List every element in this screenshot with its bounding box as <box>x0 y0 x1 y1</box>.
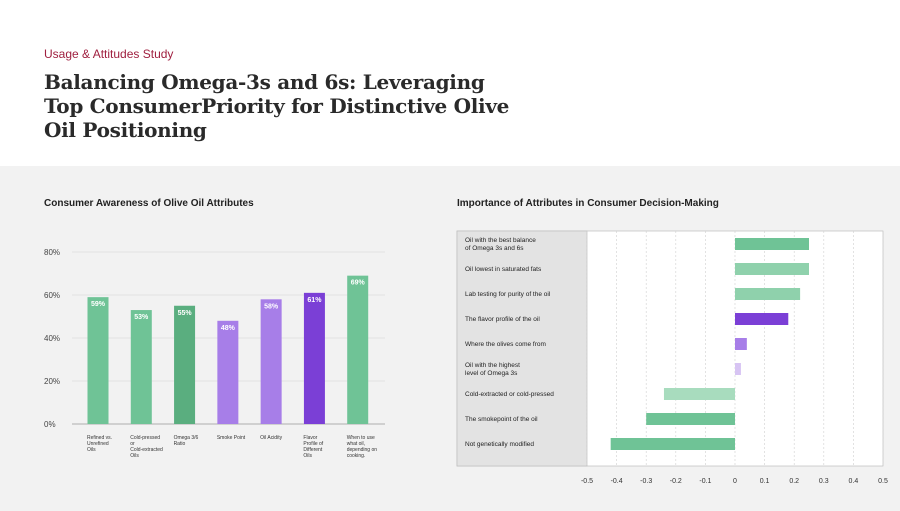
awareness-chart-title: Consumer Awareness of Olive Oil Attribut… <box>44 198 254 209</box>
importance-bar <box>735 288 801 300</box>
bar-value-label: 61% <box>307 297 322 304</box>
bar-value-label: 53% <box>134 314 149 321</box>
awareness-bar <box>87 297 109 424</box>
importance-chart-title: Importance of Attributes in Consumer Dec… <box>457 198 719 209</box>
importance-bar <box>646 413 735 425</box>
page-title: Balancing Omega-3s and 6s: Leveraging To… <box>44 70 510 142</box>
category-label: When to use what oil, depending on cooking. <box>347 435 378 459</box>
bar-value-label: 69% <box>351 280 366 287</box>
awareness-bar <box>217 320 239 424</box>
y-tick-label: 0% <box>44 420 56 429</box>
y-tick-label: 80% <box>44 248 60 257</box>
category-label: Smoke Point <box>217 435 246 441</box>
bar-value-label: 48% <box>221 325 236 332</box>
category-label: Flavor Profile of Different Oils <box>303 435 323 459</box>
bar-value-label: 59% <box>91 301 106 308</box>
bar-value-label: 58% <box>264 303 279 310</box>
attribute-label: Where the olives come from <box>465 341 546 348</box>
importance-bar <box>663 388 735 400</box>
y-tick-label: 20% <box>44 377 60 386</box>
x-tick-label: 0 <box>733 478 737 485</box>
attribute-label: Not genetically modified <box>465 441 534 448</box>
importance-bar <box>735 338 747 350</box>
awareness-bar <box>130 310 152 424</box>
importance-bar <box>735 363 741 375</box>
attribute-label: Oil with the highest level of Omega 3s <box>465 362 520 377</box>
category-label: Cold-pressed or Cold-extracted Oils <box>130 435 163 459</box>
x-tick-label: 0.3 <box>819 478 829 485</box>
x-tick-label: -0.3 <box>640 478 652 485</box>
x-tick-label: 0.2 <box>789 478 799 485</box>
x-tick-label: -0.1 <box>699 478 711 485</box>
bar-value-label: 55% <box>178 310 193 317</box>
awareness-bar <box>303 292 325 424</box>
x-tick-label: -0.5 <box>581 478 593 485</box>
x-tick-label: -0.2 <box>670 478 682 485</box>
attribute-label: Lab testing for purity of the oil <box>465 291 551 298</box>
importance-bar <box>735 238 809 250</box>
category-label: Omega 3/6 Ratio <box>174 435 199 447</box>
attribute-label: Cold-extracted or cold-pressed <box>465 391 554 398</box>
y-tick-label: 40% <box>44 334 60 343</box>
attribute-label: Oil lowest in saturated fats <box>465 266 542 273</box>
category-label: Refined vs. Unrefined Oils <box>87 435 112 453</box>
study-eyebrow: Usage & Attitudes Study <box>44 47 174 61</box>
attribute-label: The flavor profile of the oil <box>465 316 540 323</box>
attribute-label: The smokepoint of the oil <box>465 416 538 423</box>
awareness-bar <box>347 275 369 424</box>
importance-bar <box>735 263 809 275</box>
label-column <box>456 230 588 467</box>
x-tick-label: 0.1 <box>760 478 770 485</box>
x-tick-label: 0.4 <box>849 478 859 485</box>
awareness-bar <box>260 299 282 424</box>
x-tick-label: -0.4 <box>611 478 623 485</box>
y-tick-label: 60% <box>44 291 60 300</box>
x-tick-label: 0.5 <box>878 478 888 485</box>
importance-bar <box>610 438 735 450</box>
importance-bar <box>735 313 789 325</box>
awareness-bar <box>174 305 196 424</box>
header-panel: Usage & Attitudes Study Balancing Omega-… <box>0 0 900 166</box>
category-label: Oil Acidity <box>260 435 282 441</box>
attribute-label: Oil with the best balance of Omega 3s and… <box>465 237 536 252</box>
